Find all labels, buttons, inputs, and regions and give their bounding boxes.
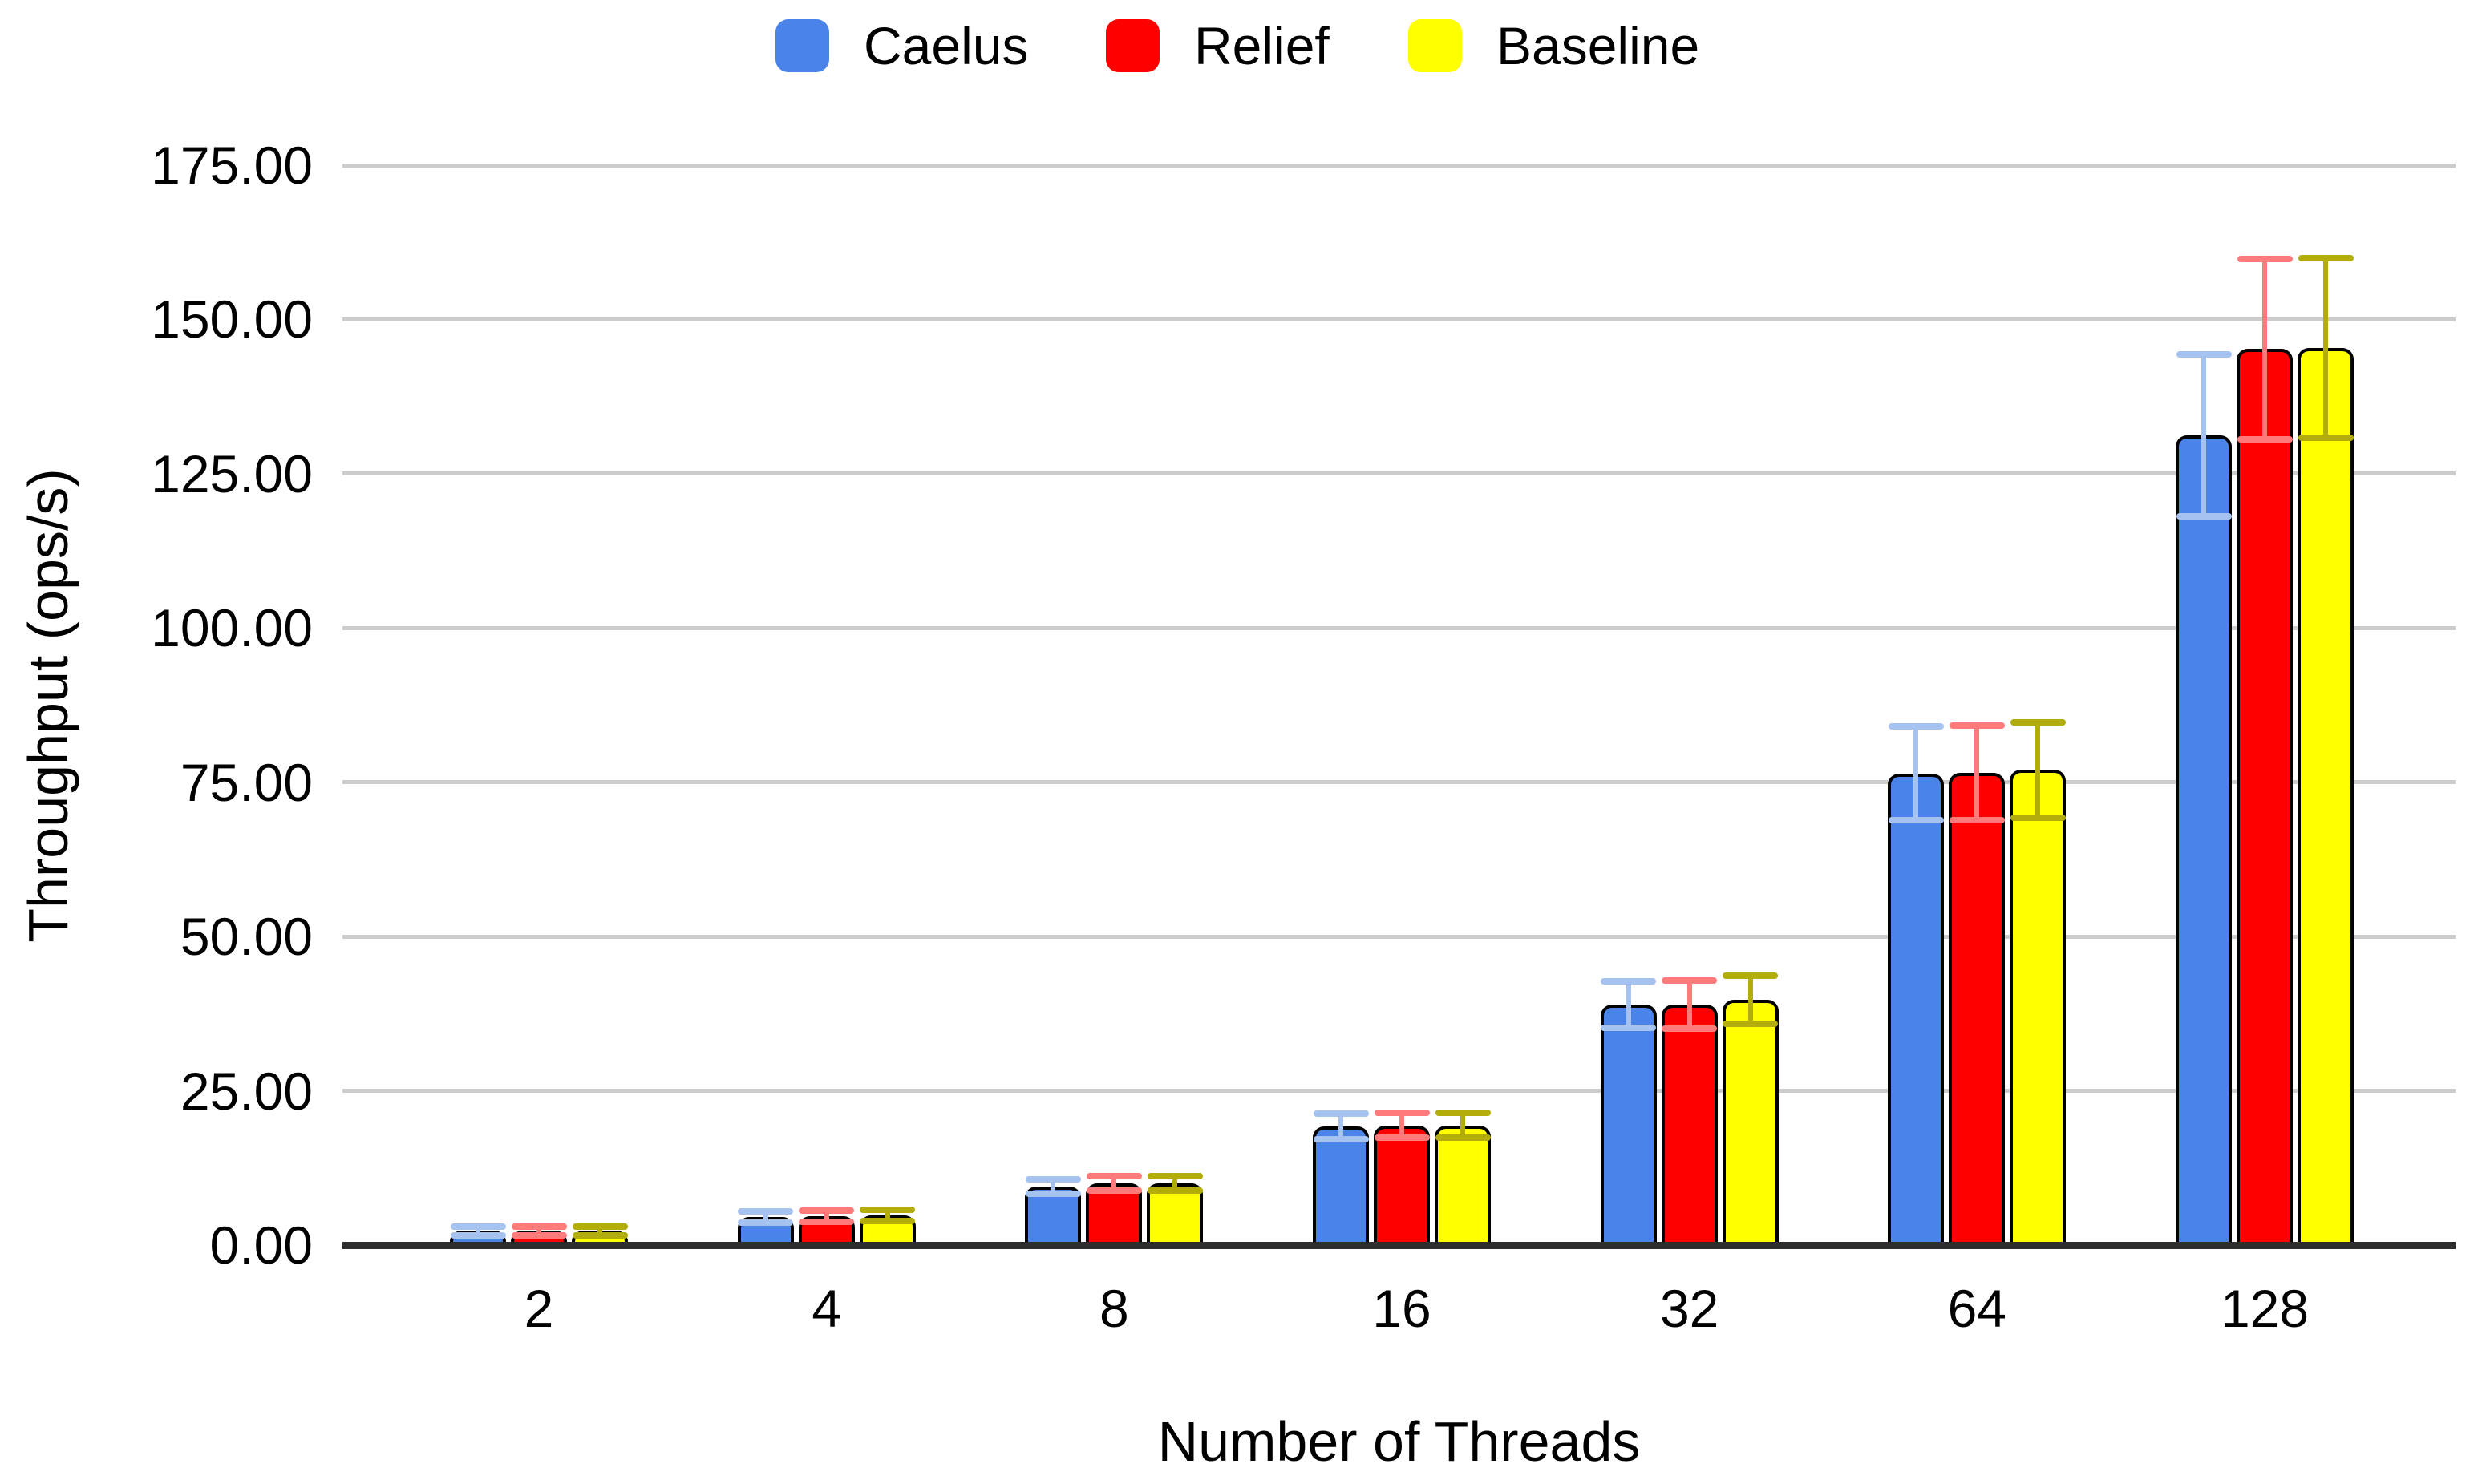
bar-caelus-64 — [1888, 773, 1945, 1245]
x-tick-label: 64 — [1947, 1279, 2006, 1338]
x-tick-label: 16 — [1372, 1279, 1431, 1338]
legend-label: Caelus — [864, 16, 1029, 75]
bar-baseline-16 — [1435, 1125, 1491, 1245]
error-bar-whisker-caelus-8 — [1051, 1179, 1056, 1195]
y-tick-label: 0.00 — [209, 1215, 313, 1275]
x-axis-title: Number of Threads — [1157, 1410, 1641, 1473]
error-bar-bottom-cap-baseline-2 — [572, 1231, 628, 1239]
gridline — [342, 1089, 2456, 1094]
error-bar-whisker-caelus-128 — [2201, 354, 2206, 516]
legend-label: Baseline — [1496, 16, 1700, 75]
y-axis-title: Throughput (ops/s) — [17, 468, 79, 943]
gridline — [342, 625, 2456, 630]
error-bar-whisker-relief-8 — [1111, 1175, 1117, 1191]
error-bar-whisker-caelus-64 — [1913, 726, 1919, 821]
error-bar-whisker-caelus-4 — [763, 1211, 768, 1223]
error-bar-bottom-cap-caelus-2 — [450, 1231, 506, 1239]
error-bar-bottom-cap-caelus-8 — [1025, 1191, 1081, 1198]
error-bar-whisker-baseline-64 — [2035, 722, 2041, 818]
bar-caelus-128 — [2176, 435, 2232, 1245]
error-bar-whisker-baseline-128 — [2323, 257, 2328, 439]
error-bar-bottom-cap-caelus-4 — [738, 1219, 794, 1226]
error-bar-bottom-cap-caelus-64 — [1888, 817, 1944, 824]
error-bar-whisker-baseline-2 — [597, 1226, 602, 1235]
bar-caelus-32 — [1600, 1004, 1657, 1245]
error-bar-whisker-relief-4 — [824, 1210, 829, 1222]
error-bar-bottom-cap-relief-2 — [511, 1231, 567, 1239]
bar-relief-64 — [1949, 773, 2006, 1245]
y-tick-label: 150.00 — [151, 289, 313, 350]
x-tick-label: 32 — [1659, 1279, 1719, 1338]
error-bar-bottom-cap-caelus-32 — [1601, 1025, 1657, 1032]
error-bar-bottom-cap-baseline-8 — [1147, 1187, 1203, 1195]
x-axis-line — [342, 1242, 2456, 1249]
legend-swatch-caelus — [775, 19, 829, 72]
x-tick-label: 4 — [812, 1279, 842, 1338]
gridline — [342, 317, 2456, 321]
error-bar-whisker-baseline-8 — [1172, 1175, 1178, 1191]
gridline — [342, 163, 2456, 168]
y-tick-label: 175.00 — [151, 135, 313, 195]
error-bar-bottom-cap-caelus-16 — [1313, 1136, 1369, 1143]
bar-relief-128 — [2237, 349, 2293, 1245]
error-bar-bottom-cap-baseline-64 — [2010, 814, 2066, 821]
error-bar-whisker-relief-32 — [1686, 980, 1692, 1029]
x-tick-label: 2 — [524, 1279, 554, 1338]
error-bar-whisker-baseline-4 — [885, 1210, 890, 1221]
y-tick-label: 100.00 — [151, 598, 313, 658]
error-bar-bottom-cap-relief-32 — [1662, 1025, 1718, 1032]
error-bar-bottom-cap-caelus-128 — [2176, 513, 2232, 520]
error-bar-whisker-relief-64 — [1974, 725, 1980, 821]
y-tick-label: 125.00 — [151, 443, 313, 503]
error-bar-bottom-cap-relief-64 — [1949, 817, 2005, 824]
gridline — [342, 780, 2456, 785]
error-bar-whisker-caelus-16 — [1338, 1114, 1343, 1140]
y-tick-label: 50.00 — [180, 907, 313, 967]
error-bar-whisker-caelus-32 — [1626, 981, 1631, 1029]
gridline — [342, 934, 2456, 939]
legend-swatch-baseline — [1408, 19, 1462, 72]
x-tick-label: 8 — [1099, 1279, 1129, 1338]
error-bar-whisker-relief-16 — [1399, 1113, 1404, 1138]
bar-relief-32 — [1661, 1004, 1718, 1245]
error-bar-bottom-cap-relief-4 — [799, 1218, 855, 1225]
y-tick-label: 25.00 — [180, 1061, 313, 1121]
error-bar-whisker-relief-2 — [536, 1226, 541, 1235]
bar-baseline-128 — [2298, 347, 2354, 1245]
gridline — [342, 471, 2456, 476]
legend-swatch-relief — [1106, 19, 1160, 72]
error-bar-whisker-relief-128 — [2262, 259, 2267, 439]
error-bar-bottom-cap-relief-128 — [2237, 435, 2293, 443]
error-bar-bottom-cap-baseline-16 — [1435, 1134, 1491, 1142]
error-bar-whisker-baseline-16 — [1460, 1113, 1465, 1138]
legend-label: Relief — [1194, 16, 1330, 75]
error-bar-bottom-cap-baseline-128 — [2298, 435, 2354, 442]
y-tick-label: 75.00 — [180, 752, 313, 812]
error-bar-bottom-cap-baseline-32 — [1723, 1020, 1779, 1027]
bar-caelus-16 — [1313, 1126, 1369, 1245]
error-bar-whisker-caelus-2 — [476, 1226, 480, 1235]
error-bar-bottom-cap-relief-16 — [1374, 1134, 1430, 1142]
error-bar-bottom-cap-baseline-4 — [860, 1218, 916, 1224]
bar-baseline-64 — [2010, 770, 2067, 1245]
error-bar-whisker-baseline-32 — [1747, 975, 1753, 1024]
x-tick-label: 128 — [2220, 1279, 2310, 1338]
bar-baseline-32 — [1722, 999, 1779, 1245]
bar-relief-16 — [1374, 1125, 1430, 1245]
error-bar-bottom-cap-relief-8 — [1086, 1187, 1142, 1195]
